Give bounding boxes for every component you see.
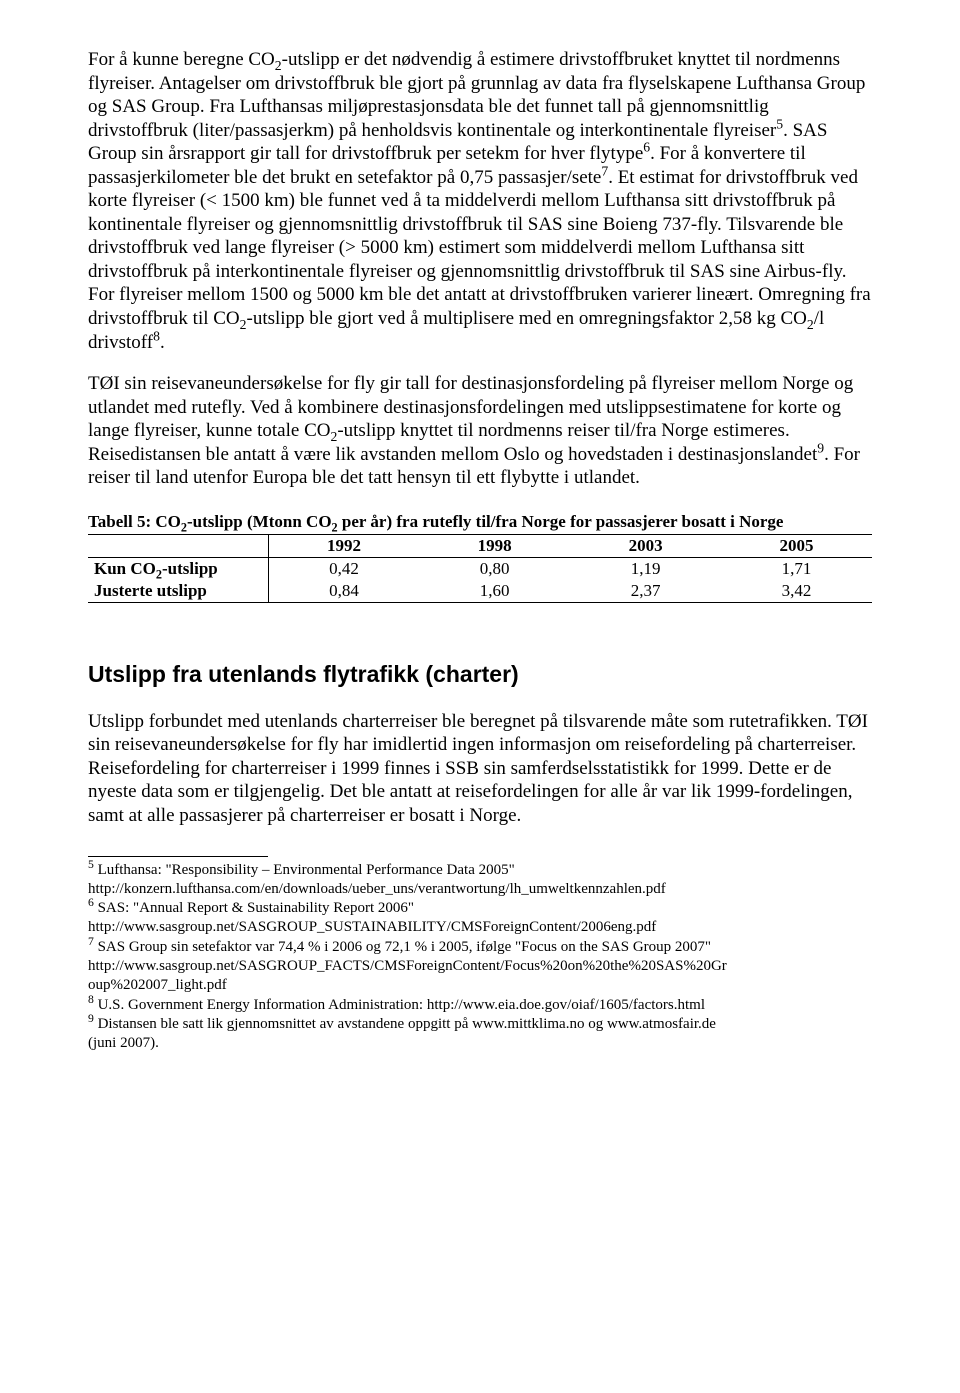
footnotes: 5 Lufthansa: "Responsibility – Environme… xyxy=(88,861,872,1053)
footnote-line: (juni 2007). xyxy=(88,1034,872,1052)
table-body: Kun CO2-utslipp0,420,801,191,71Justerte … xyxy=(88,557,872,602)
footnote-line: 6 SAS: "Annual Report & Sustainability R… xyxy=(88,899,872,917)
paragraph-3: Utslipp forbundet med utenlands charterr… xyxy=(88,710,872,828)
footnote-line: http://www.sasgroup.net/SASGROUP_SUSTAIN… xyxy=(88,918,872,936)
paragraph-1: For å kunne beregne CO2-utslipp er det n… xyxy=(88,48,872,354)
table-header-row: 1992199820032005 xyxy=(88,534,872,557)
footnote-number: 9 xyxy=(88,1012,94,1025)
paragraph-2: TØI sin reisevaneundersøkelse for fly gi… xyxy=(88,372,872,490)
footnote-line: http://konzern.lufthansa.com/en/download… xyxy=(88,880,872,898)
table-cell: 0,84 xyxy=(268,580,419,603)
table-row: Justerte utslipp0,841,602,373,42 xyxy=(88,580,872,603)
table-header-year: 1998 xyxy=(419,534,570,557)
footnote-line: 5 Lufthansa: "Responsibility – Environme… xyxy=(88,861,872,879)
footnote-separator xyxy=(88,856,268,857)
table-row: Kun CO2-utslipp0,420,801,191,71 xyxy=(88,557,872,580)
footnote-number: 6 xyxy=(88,896,94,909)
table-cell: 1,71 xyxy=(721,557,872,580)
document-page: For å kunne beregne CO2-utslipp er det n… xyxy=(0,0,960,1393)
footnote-line: 8 U.S. Government Energy Information Adm… xyxy=(88,996,872,1014)
table-header-blank xyxy=(88,534,268,557)
table-caption: Tabell 5: CO2-utslipp (Mtonn CO2 per år)… xyxy=(88,512,872,532)
table-row-label: Kun CO2-utslipp xyxy=(88,557,268,580)
section-heading: Utslipp fra utenlands flytrafikk (charte… xyxy=(88,661,872,688)
table-header-year: 2003 xyxy=(570,534,721,557)
table-header-year: 2005 xyxy=(721,534,872,557)
footnote-line: oup%202007_light.pdf xyxy=(88,976,872,994)
footnote-number: 5 xyxy=(88,858,94,871)
footnote-line: http://www.sasgroup.net/SASGROUP_FACTS/C… xyxy=(88,957,872,975)
table-cell: 2,37 xyxy=(570,580,721,603)
table-cell: 0,42 xyxy=(268,557,419,580)
table-header-year: 1992 xyxy=(268,534,419,557)
table-cell: 1,60 xyxy=(419,580,570,603)
table-cell: 3,42 xyxy=(721,580,872,603)
table-cell: 1,19 xyxy=(570,557,721,580)
footnote-number: 7 xyxy=(88,935,94,948)
emissions-table: 1992199820032005 Kun CO2-utslipp0,420,80… xyxy=(88,534,872,603)
footnote-line: 7 SAS Group sin setefaktor var 74,4 % i … xyxy=(88,938,872,956)
footnote-line: 9 Distansen ble satt lik gjennomsnittet … xyxy=(88,1015,872,1033)
table-row-label: Justerte utslipp xyxy=(88,580,268,603)
footnote-number: 8 xyxy=(88,993,94,1006)
table-cell: 0,80 xyxy=(419,557,570,580)
